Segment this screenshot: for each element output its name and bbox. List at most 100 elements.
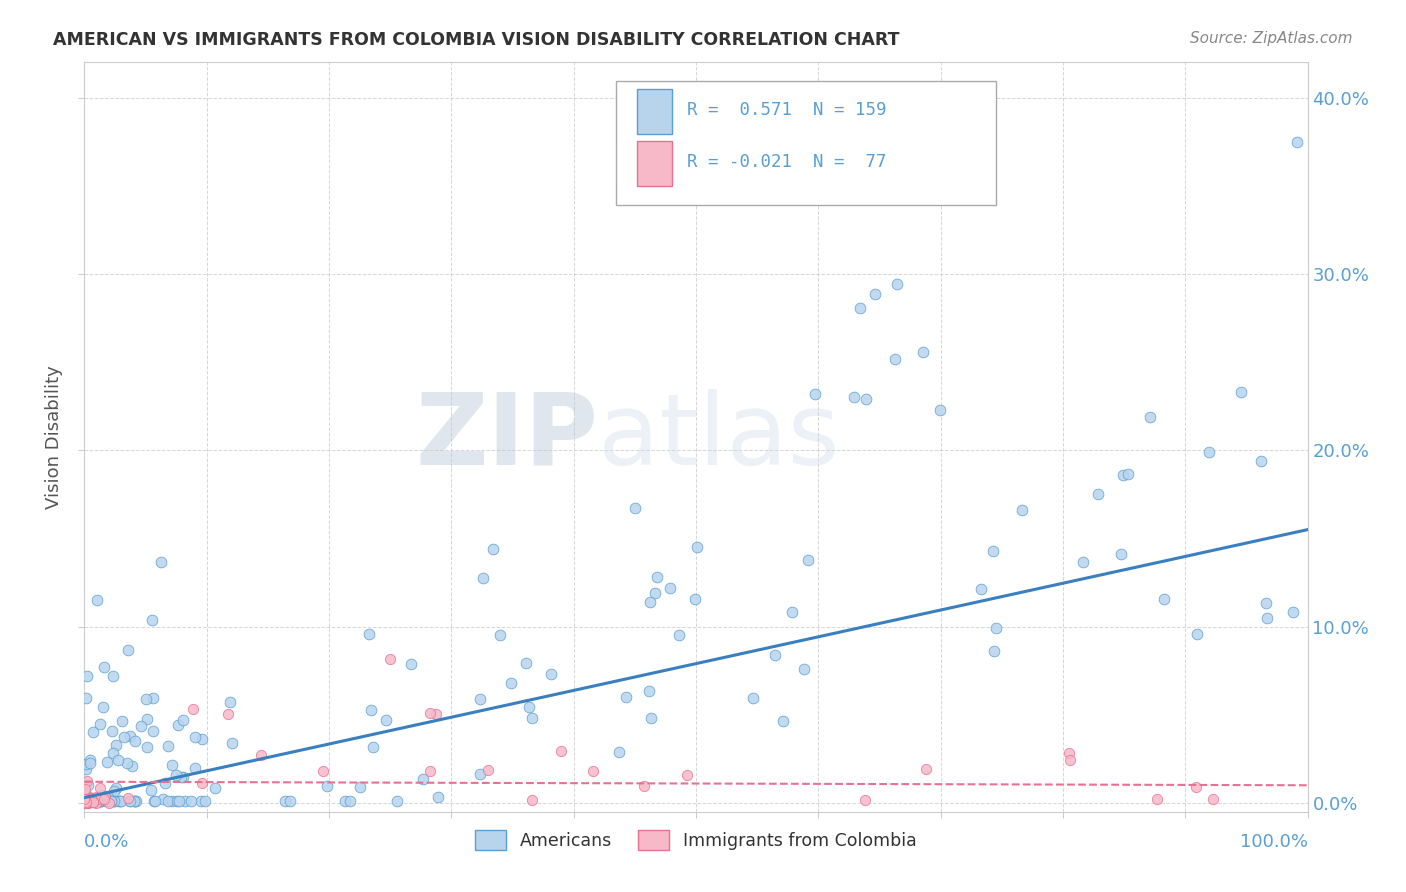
Point (76, 790, 98, 805)
Point (93, 789, 115, 804)
Point (100, 794, 122, 808)
Point (93, 789, 115, 804)
Point (73, 786, 96, 800)
Point (167, 794, 190, 808)
Point (73, 793, 96, 807)
Point (76, 796, 98, 810)
Point (166, 794, 188, 808)
FancyBboxPatch shape (637, 88, 672, 134)
Point (107, 753, 129, 767)
Point (73, 796, 96, 810)
Point (86, 593, 108, 607)
Point (172, 770, 194, 784)
Point (96, 756, 118, 770)
Point (520, 711, 543, 725)
Point (658, 581, 681, 595)
Point (79, 792, 101, 806)
Point (482, 542, 505, 557)
Point (80, 791, 103, 805)
Point (89, 794, 111, 808)
Point (886, 277, 908, 291)
Point (676, 768, 699, 782)
Point (468, 692, 491, 706)
Point (76, 773, 98, 788)
Point (77, 795, 100, 809)
Point (118, 729, 141, 743)
Point (863, 287, 886, 301)
Point (76, 793, 98, 807)
Point (142, 691, 165, 706)
Point (180, 794, 202, 808)
Point (419, 706, 441, 720)
Point (249, 747, 271, 762)
Point (77, 796, 100, 810)
Point (108, 794, 131, 808)
Point (124, 794, 146, 808)
Point (640, 711, 662, 725)
Point (1187, 626, 1209, 640)
Point (614, 690, 637, 704)
Point (124, 734, 146, 748)
Point (911, 344, 934, 359)
Point (150, 555, 173, 569)
Point (103, 794, 125, 808)
Point (75, 762, 97, 776)
Point (1256, 610, 1278, 624)
Point (644, 585, 666, 599)
Point (73, 789, 96, 803)
Point (77, 794, 100, 808)
Point (124, 794, 146, 808)
Point (425, 707, 447, 722)
Point (172, 714, 194, 728)
Point (100, 794, 122, 808)
Point (984, 621, 1007, 635)
Text: ZIP: ZIP (415, 389, 598, 485)
Point (84, 796, 107, 810)
Point (772, 714, 794, 728)
Point (550, 744, 572, 758)
Point (1118, 467, 1140, 482)
Point (79, 796, 101, 810)
Point (157, 739, 180, 753)
Point (108, 794, 131, 808)
Point (76, 792, 98, 806)
Point (90, 794, 112, 808)
Point (157, 794, 180, 808)
Point (82, 796, 104, 810)
Point (607, 745, 630, 759)
Point (385, 794, 408, 808)
Point (378, 652, 401, 666)
Point (82, 793, 104, 807)
Point (419, 764, 441, 778)
Point (686, 540, 709, 554)
Point (142, 723, 165, 738)
Point (75, 794, 97, 808)
Point (184, 761, 207, 775)
Point (75, 691, 97, 706)
Point (1109, 547, 1132, 561)
Point (204, 781, 226, 796)
Y-axis label: Vision Disability: Vision Disability (45, 365, 63, 509)
Point (970, 582, 993, 597)
Point (86, 792, 108, 806)
Text: atlas: atlas (598, 389, 839, 485)
Point (981, 543, 1004, 558)
Point (75, 795, 97, 809)
Point (80, 795, 103, 809)
Point (89, 780, 111, 795)
Point (141, 613, 163, 627)
Point (165, 768, 187, 782)
Point (884, 351, 907, 366)
Point (412, 772, 434, 786)
Point (75, 793, 97, 807)
Point (162, 758, 184, 772)
Point (853, 792, 876, 806)
Legend: Americans, Immigrants from Colombia: Americans, Immigrants from Colombia (468, 823, 924, 857)
Point (1011, 502, 1033, 516)
Point (1146, 792, 1168, 806)
Point (91, 790, 114, 805)
Point (97, 796, 120, 810)
Point (75, 796, 97, 810)
Point (101, 669, 124, 683)
Point (120, 794, 142, 808)
